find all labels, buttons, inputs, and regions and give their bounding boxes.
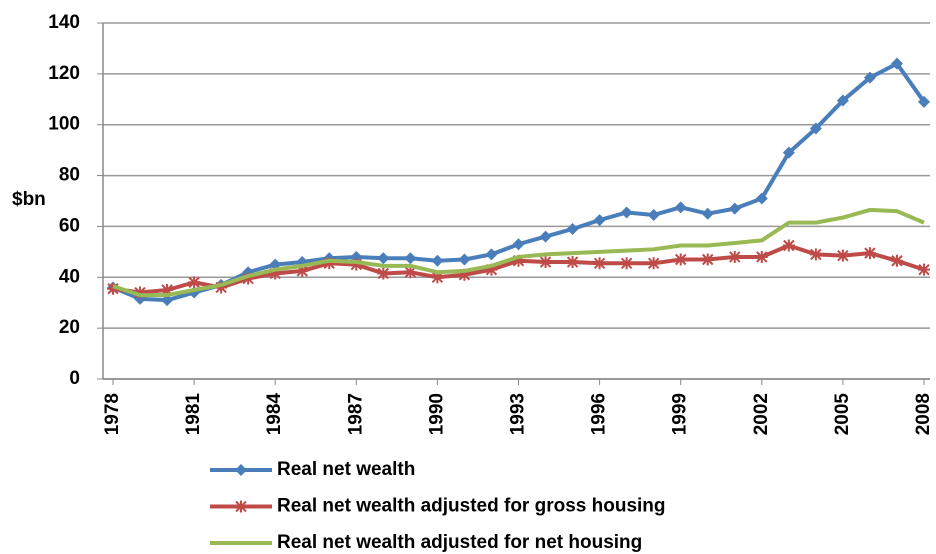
- marker: [620, 257, 633, 270]
- x-tick-label: 1987: [345, 393, 366, 435]
- marker: [377, 267, 390, 280]
- marker: [647, 257, 660, 270]
- series: [107, 57, 930, 307]
- marker: [620, 206, 633, 219]
- y-tick-label: 120: [48, 63, 80, 84]
- legend-marker: [235, 464, 247, 476]
- marker: [161, 294, 174, 307]
- marker: [269, 267, 282, 280]
- marker: [863, 247, 876, 260]
- marker: [404, 252, 417, 265]
- marker: [215, 281, 228, 294]
- marker: [539, 230, 552, 243]
- x-tick-label: 1999: [670, 393, 691, 435]
- marker: [458, 253, 471, 266]
- x-tick-label: 1990: [426, 393, 447, 435]
- y-tick-label: 60: [59, 215, 80, 236]
- x-tick-label: 1996: [589, 393, 610, 435]
- series: [112, 207, 925, 298]
- series-line: [112, 207, 925, 298]
- x-tick-label: 1984: [264, 393, 285, 436]
- marker: [161, 284, 174, 296]
- x-tick-label: 1981: [183, 393, 204, 436]
- legend-marker: [235, 500, 247, 513]
- marker: [728, 250, 741, 263]
- legend-label: Real net wealth: [277, 459, 415, 480]
- marker: [701, 207, 714, 220]
- marker: [918, 95, 930, 108]
- marker: [890, 57, 903, 70]
- y-tick-label: 80: [59, 165, 80, 186]
- marker: [539, 256, 552, 269]
- legend-item: Real net wealth adjusted for net housing: [210, 532, 642, 553]
- marker: [512, 254, 525, 267]
- x-tick-label: 1978: [102, 393, 123, 435]
- marker: [242, 272, 255, 285]
- marker: [593, 257, 606, 270]
- marker: [188, 276, 201, 289]
- x-tick-label: 2005: [832, 393, 853, 436]
- marker: [431, 254, 444, 267]
- marker: [458, 268, 471, 281]
- marker: [890, 254, 903, 267]
- marker: [674, 253, 687, 266]
- series-line: [112, 243, 925, 295]
- marker: [350, 258, 363, 271]
- marker: [134, 286, 147, 299]
- y-tick-label: 100: [48, 114, 80, 135]
- marker: [701, 253, 714, 266]
- marker: [863, 71, 876, 84]
- x-tick-label: 1993: [508, 393, 529, 435]
- marker: [809, 248, 822, 261]
- marker: [755, 192, 768, 205]
- y-axis-label: $bn: [12, 189, 46, 210]
- marker: [566, 222, 579, 235]
- marker: [836, 94, 849, 107]
- legend-item: Real net wealth: [210, 459, 415, 480]
- x-tick-label: 2002: [751, 393, 772, 435]
- marker: [485, 248, 498, 261]
- marker: [647, 208, 660, 221]
- marker: [404, 266, 417, 279]
- marker: [918, 263, 930, 276]
- marker: [593, 214, 606, 227]
- y-tick-label: 20: [59, 317, 80, 338]
- marker: [107, 282, 119, 295]
- y-tick-label: 40: [59, 266, 80, 287]
- marker: [809, 122, 822, 135]
- marker: [674, 201, 687, 214]
- legend-label: Real net wealth adjusted for net housing: [277, 532, 642, 553]
- series: [107, 239, 930, 299]
- marker: [782, 239, 795, 252]
- x-tick-label: 2008: [913, 393, 934, 435]
- legend-label: Real net wealth adjusted for gross housi…: [277, 496, 666, 517]
- marker: [755, 250, 768, 263]
- marker: [728, 202, 741, 215]
- y-tick-label: 140: [48, 12, 80, 33]
- marker: [566, 256, 579, 269]
- marker: [431, 271, 444, 284]
- marker: [512, 238, 525, 251]
- marker: [296, 264, 309, 277]
- marker: [377, 252, 390, 265]
- y-tick-label: 0: [69, 368, 80, 389]
- legend-item: Real net wealth adjusted for gross housi…: [210, 496, 666, 517]
- marker: [836, 249, 849, 262]
- marker: [485, 263, 498, 276]
- marker: [782, 146, 795, 159]
- marker: [323, 257, 336, 270]
